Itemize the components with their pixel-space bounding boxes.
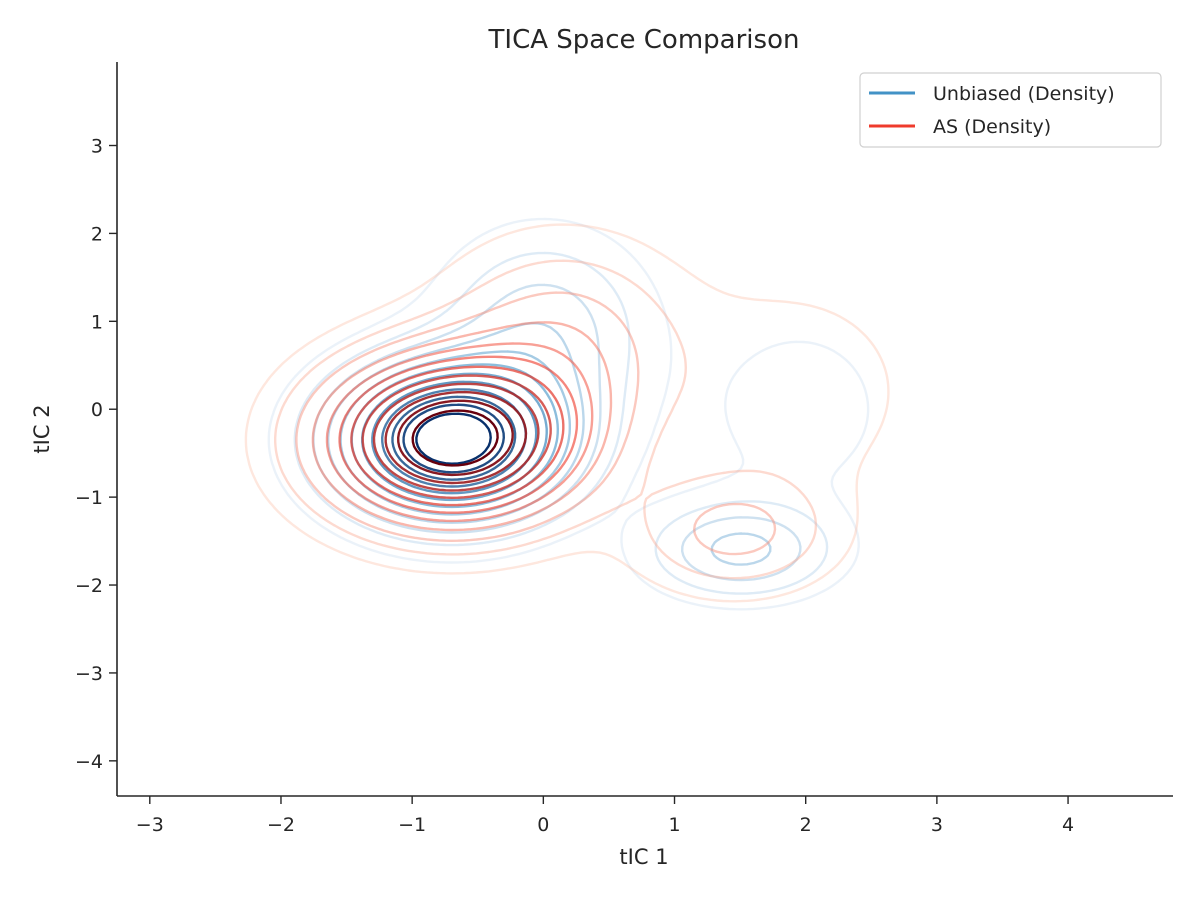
contour-level — [293, 251, 829, 595]
contour-level — [267, 217, 870, 611]
contour-level — [384, 390, 528, 485]
x-axis-label: tIC 1 — [619, 845, 668, 869]
legend-label-as: AS (Density) — [933, 116, 1051, 138]
contour-level — [372, 382, 540, 492]
x-tick-label: 4 — [1062, 814, 1074, 836]
x-tick-label: 1 — [668, 814, 680, 836]
contour-level — [361, 374, 552, 499]
x-tick-label: −2 — [267, 814, 295, 836]
contour-level — [338, 355, 579, 514]
y-tick-label: 3 — [91, 136, 103, 158]
x-tick-label: −1 — [398, 814, 426, 836]
contour-level — [311, 321, 613, 532]
contour-level — [402, 403, 505, 474]
y-tick-label: −2 — [75, 575, 103, 597]
y-axis-label: tIC 2 — [30, 404, 54, 453]
y-tick-label: 2 — [91, 223, 103, 245]
legend-label-unbiased: Unbiased (Density) — [933, 83, 1115, 105]
contour-level — [325, 342, 594, 523]
y-tick-label: −1 — [75, 487, 103, 509]
y-tick-label: 0 — [91, 399, 103, 421]
legend-frame — [859, 72, 1162, 148]
contour-level — [274, 259, 818, 580]
y-tick-label: 1 — [91, 311, 103, 333]
contour-level — [397, 399, 514, 477]
contour-level — [244, 223, 890, 603]
legend: Unbiased (Density) AS (Density) — [859, 72, 1162, 148]
chart-title: TICA Space Comparison — [488, 25, 800, 55]
y-axis-ticks: −4 −3 −2 −1 0 1 2 3 — [75, 136, 117, 773]
contour-level — [350, 365, 565, 507]
y-tick-label: −4 — [75, 751, 103, 773]
x-tick-label: 2 — [800, 814, 812, 836]
y-tick-label: −3 — [75, 663, 103, 685]
contour-plot-area — [244, 217, 890, 611]
contour-level — [391, 395, 517, 481]
x-tick-label: 0 — [537, 814, 549, 836]
contour-level — [415, 412, 492, 465]
contour-series-1 — [244, 223, 890, 603]
contour-level — [411, 409, 499, 467]
x-tick-label: −3 — [136, 814, 164, 836]
contour-level — [295, 291, 777, 556]
x-tick-label: 3 — [931, 814, 943, 836]
x-axis-ticks: −3 −2 −1 0 1 2 3 4 — [136, 796, 1074, 836]
